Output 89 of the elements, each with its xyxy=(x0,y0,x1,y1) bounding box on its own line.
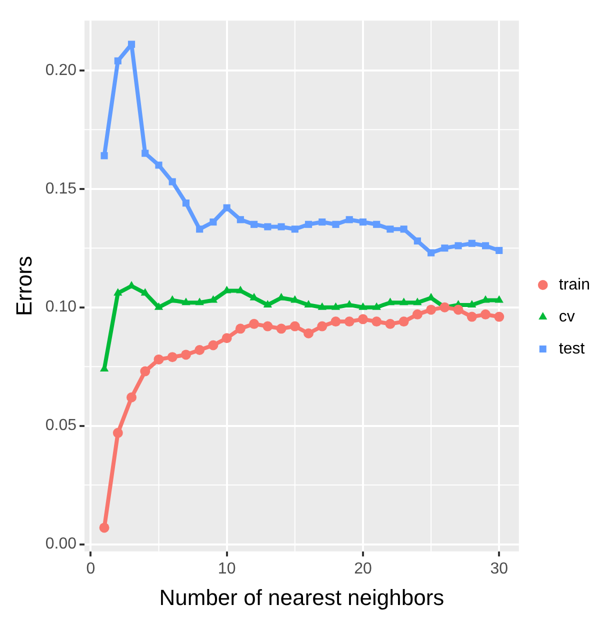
point xyxy=(372,302,381,310)
point xyxy=(331,302,340,310)
point xyxy=(441,244,448,252)
point xyxy=(386,226,394,233)
point xyxy=(262,321,273,332)
point xyxy=(194,344,205,355)
point xyxy=(412,309,422,320)
legend-label: train xyxy=(558,276,590,294)
x-tick-label: 20 xyxy=(354,560,372,578)
point xyxy=(346,216,353,224)
point xyxy=(142,150,149,157)
point xyxy=(466,312,477,322)
point xyxy=(454,242,462,250)
point xyxy=(100,152,108,160)
point xyxy=(494,295,504,303)
legend-label: test xyxy=(558,340,586,358)
point xyxy=(291,226,298,233)
point xyxy=(263,300,272,308)
point xyxy=(317,321,328,332)
point xyxy=(428,249,435,256)
point xyxy=(358,314,368,324)
point xyxy=(208,340,218,350)
point xyxy=(140,366,150,376)
point xyxy=(114,288,122,296)
point xyxy=(182,298,190,306)
point xyxy=(250,220,258,228)
point xyxy=(222,333,232,344)
point xyxy=(399,298,408,306)
point xyxy=(344,316,354,327)
y-axis-title: Errors xyxy=(11,256,36,316)
point xyxy=(330,316,341,327)
point xyxy=(114,57,122,64)
point xyxy=(208,295,218,303)
y-tick-label: 0.20 xyxy=(45,62,77,79)
point xyxy=(468,240,476,247)
x-axis-title: Number of nearest neighbors xyxy=(159,584,444,610)
point xyxy=(468,300,476,308)
point xyxy=(304,220,312,228)
point xyxy=(480,309,491,320)
point xyxy=(249,318,260,329)
point xyxy=(278,223,285,230)
point xyxy=(99,522,110,533)
point xyxy=(358,302,368,310)
point xyxy=(453,304,464,315)
point xyxy=(385,318,396,329)
point xyxy=(182,200,190,207)
x-tick-label: 30 xyxy=(490,560,508,578)
legend-label: cv xyxy=(558,308,575,326)
x-tick-label: 0 xyxy=(86,560,96,578)
point xyxy=(318,218,326,226)
point xyxy=(372,316,382,327)
point xyxy=(400,226,408,233)
point xyxy=(112,428,123,438)
point xyxy=(373,220,380,228)
point xyxy=(359,218,367,226)
point xyxy=(154,354,164,364)
point xyxy=(154,302,164,310)
point xyxy=(426,304,436,315)
point xyxy=(482,242,490,250)
point xyxy=(318,302,326,310)
point xyxy=(210,218,217,226)
point xyxy=(196,226,204,233)
y-tick-label: 0.10 xyxy=(45,298,77,316)
point xyxy=(235,324,246,334)
point xyxy=(223,204,230,212)
point xyxy=(413,298,422,306)
point xyxy=(290,321,300,332)
point xyxy=(180,350,191,360)
point xyxy=(140,288,150,296)
point xyxy=(332,220,340,228)
point xyxy=(440,302,450,312)
x-tick-label: 10 xyxy=(218,560,236,578)
y-tick-label: 0.05 xyxy=(45,417,77,434)
point xyxy=(264,223,272,230)
point xyxy=(236,216,244,224)
point xyxy=(414,237,421,245)
point xyxy=(398,316,409,327)
point xyxy=(155,162,162,169)
point xyxy=(167,352,178,362)
point xyxy=(276,324,286,334)
point xyxy=(126,392,137,402)
point xyxy=(494,312,504,322)
point xyxy=(195,298,204,306)
point xyxy=(128,40,136,48)
point xyxy=(304,328,314,338)
y-tick-label: 0.15 xyxy=(45,180,77,198)
y-tick-label: 0.00 xyxy=(45,536,77,553)
point xyxy=(496,246,503,254)
point xyxy=(168,178,176,186)
